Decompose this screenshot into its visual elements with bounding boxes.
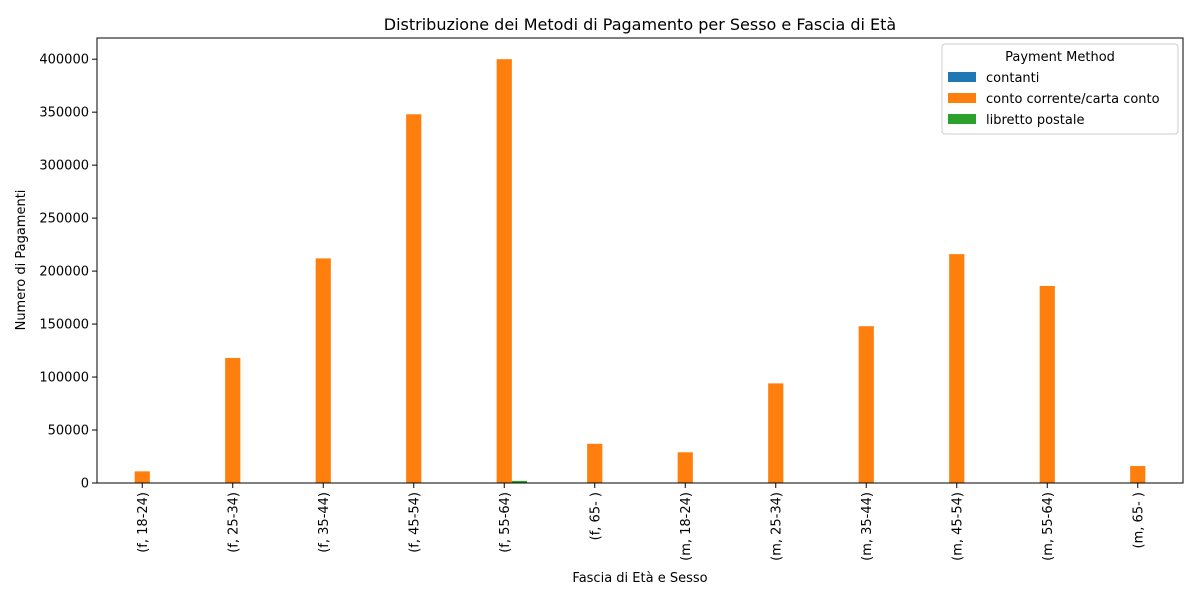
bar-conto-corrente-carta-conto-5: [587, 443, 603, 483]
bar-conto-corrente-carta-conto-7: [768, 383, 784, 483]
x-tick-label: (m, 45-54): [950, 492, 965, 561]
x-tick-label: (m, 65- ): [1131, 492, 1146, 548]
bar-conto-corrente-carta-conto-1: [225, 357, 241, 483]
legend-swatch: [948, 72, 976, 82]
legend: Payment Method contanti conto corrente/car…: [941, 43, 1179, 135]
bar-libretto-postale-4: [511, 480, 528, 483]
y-tick-label: 200000: [39, 265, 89, 280]
legend-box: [941, 43, 1179, 135]
legend-swatch: [948, 114, 976, 124]
x-tick-label: (m, 35-44): [860, 492, 875, 561]
y-tick-label: 0: [81, 477, 89, 492]
y-tick-label: 250000: [39, 212, 89, 227]
bar-conto-corrente-carta-conto-3: [406, 114, 422, 484]
legend-label: conto corrente/carta conto: [986, 92, 1160, 107]
x-tick-label: (f, 65- ): [588, 492, 603, 540]
bar-conto-corrente-carta-conto-4: [496, 59, 512, 483]
y-axis-title: Numero di Pagamenti: [14, 190, 29, 331]
legend-label: contanti: [986, 71, 1039, 86]
bar-conto-corrente-carta-conto-8: [858, 326, 874, 483]
legend-swatch: [948, 93, 976, 103]
x-tick-label: (m, 18-24): [679, 492, 694, 561]
bar-conto-corrente-carta-conto-10: [1039, 285, 1055, 483]
y-tick-label: 300000: [39, 159, 89, 174]
y-tick-label: 400000: [39, 53, 89, 68]
y-tick-label: 50000: [48, 424, 89, 439]
x-tick-label: (m, 55-64): [1041, 492, 1056, 561]
x-axis-title: Fascia di Età e Sesso: [572, 571, 707, 586]
x-tick-label: (m, 25-34): [769, 492, 784, 561]
x-tick-label: (f, 18-24): [136, 492, 151, 553]
bar-conto-corrente-carta-conto-9: [949, 254, 965, 483]
bar-conto-corrente-carta-conto-0: [134, 471, 150, 483]
axes-layer: [96, 37, 1184, 484]
x-tick-label: (f, 45-54): [407, 492, 422, 553]
chart-title: Distribuzione dei Metodi di Pagamento pe…: [384, 15, 896, 34]
bars-layer: [134, 59, 1146, 484]
y-tick-label: 150000: [39, 318, 89, 333]
ticks-layer: 0 50000 100000 150000 200000 250000 300000 3500…: [39, 53, 1146, 561]
y-tick-label: 350000: [39, 106, 89, 121]
bar-conto-corrente-carta-conto-11: [1130, 466, 1146, 483]
legend-label: libretto postale: [986, 113, 1084, 128]
x-tick-label: (f, 55-64): [498, 492, 513, 553]
x-tick-label: (f, 35-44): [317, 492, 332, 553]
bar-conto-corrente-carta-conto-6: [677, 452, 693, 483]
legend-title: Payment Method: [1005, 50, 1115, 65]
bar-conto-corrente-carta-conto-2: [315, 258, 331, 483]
plot-frame: [96, 37, 1184, 484]
x-tick-label: (f, 25-34): [226, 492, 241, 553]
y-tick-label: 100000: [39, 371, 89, 386]
